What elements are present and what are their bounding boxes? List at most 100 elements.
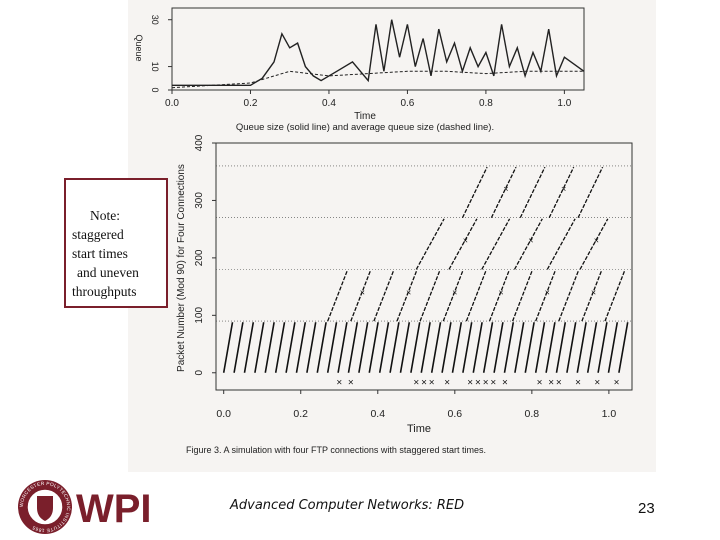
connection-1-segment bbox=[441, 322, 452, 373]
connection-4-segment bbox=[519, 166, 546, 218]
connection-1-segment bbox=[545, 322, 556, 373]
queue-series-queue-size-line bbox=[172, 19, 585, 87]
connection-1-segment bbox=[399, 322, 411, 373]
packet-y-tick-label: 300 bbox=[194, 192, 205, 209]
connection-2-segment bbox=[373, 270, 395, 322]
packet-chart-ylabel: Packet Number (Mod 90) for Four Connecti… bbox=[176, 164, 187, 372]
packet-drop-mark: × bbox=[614, 377, 620, 388]
connection-2-mark: × bbox=[360, 287, 365, 297]
connection-1-segment bbox=[337, 322, 348, 373]
connection-1-segment bbox=[295, 322, 307, 373]
connection-1-segment bbox=[254, 322, 265, 373]
note-line-1: Note: bbox=[90, 208, 120, 223]
connection-1-segment bbox=[347, 322, 359, 373]
queue-chart-xlabel: Time bbox=[354, 111, 376, 122]
packet-y-tick-label: 0 bbox=[194, 370, 205, 376]
packet-x-tick-label: 0.6 bbox=[448, 408, 463, 420]
connection-3-segment bbox=[546, 218, 576, 270]
packet-drop-mark: × bbox=[502, 377, 508, 388]
packet-drop-mark: × bbox=[429, 377, 435, 388]
packet-chart-xlabel: Time bbox=[407, 423, 431, 435]
wpi-logo: WORCESTER POLYTECHNIC INSTITUTE 1865 WPI bbox=[18, 480, 152, 534]
connection-1-segment bbox=[472, 322, 483, 373]
connection-3-mark: × bbox=[463, 236, 468, 246]
connection-1-segment bbox=[326, 322, 338, 373]
connection-1-segment bbox=[451, 322, 463, 373]
connection-2-segment bbox=[465, 270, 487, 322]
connection-2-segment bbox=[350, 270, 372, 322]
queue-series-average-queue-line bbox=[171, 70, 584, 89]
connection-1-segment bbox=[358, 322, 369, 373]
connection-2-mark: × bbox=[545, 287, 550, 297]
connection-4-mark: × bbox=[503, 184, 508, 194]
connection-1-segment bbox=[555, 322, 567, 373]
queue-x-tick-label: 0.4 bbox=[322, 98, 336, 109]
connection-2-segment bbox=[327, 270, 348, 322]
connection-3-segment bbox=[579, 218, 609, 270]
connection-2-segment bbox=[511, 270, 533, 322]
note-line-3: start times bbox=[72, 246, 128, 261]
connection-2-segment bbox=[396, 270, 418, 322]
queue-chart-caption: Queue size (solid line) and average queu… bbox=[236, 122, 494, 133]
connection-1-segment bbox=[566, 322, 577, 373]
packet-chart-caption: Figure 3. A simulation with four FTP con… bbox=[186, 445, 486, 455]
note-line-4: and uneven bbox=[77, 265, 139, 280]
connection-4-segment bbox=[461, 166, 488, 218]
connection-2-segment bbox=[558, 270, 580, 322]
packet-drop-mark: × bbox=[413, 377, 419, 388]
connection-1-segment bbox=[534, 322, 546, 373]
connection-1-segment bbox=[420, 322, 431, 373]
connection-1-segment bbox=[503, 322, 515, 373]
connection-2-segment bbox=[488, 270, 510, 322]
packet-drop-mark: × bbox=[421, 377, 427, 388]
connection-1-segment bbox=[410, 322, 421, 373]
note-line-5: throughputs bbox=[72, 284, 137, 299]
connection-2-mark: × bbox=[498, 287, 503, 297]
connection-4-segment bbox=[548, 166, 575, 218]
connection-2-segment bbox=[581, 270, 603, 322]
packet-drop-mark: × bbox=[348, 377, 354, 388]
connection-2-mark: × bbox=[406, 287, 411, 297]
note-box: Note: staggered start times and uneven t… bbox=[64, 178, 168, 308]
queue-x-tick-label: 0.8 bbox=[479, 98, 493, 109]
packet-drop-mark: × bbox=[556, 377, 562, 388]
packet-y-tick-label: 400 bbox=[194, 134, 205, 151]
queue-y-tick-label: 10 bbox=[150, 62, 160, 72]
connection-1-segment bbox=[597, 322, 608, 373]
connection-1-segment bbox=[233, 322, 244, 373]
connection-1-segment bbox=[378, 322, 390, 373]
connection-2-mark: × bbox=[591, 287, 596, 297]
connection-1-segment bbox=[607, 322, 619, 373]
footer-title: Advanced Computer Networks: RED bbox=[230, 498, 465, 513]
connection-1-segment bbox=[482, 322, 494, 373]
connection-1-segment bbox=[462, 322, 473, 373]
wpi-logo-text: WPI bbox=[76, 487, 152, 531]
connection-2-segment bbox=[419, 270, 441, 322]
queue-x-tick-label: 0.2 bbox=[244, 98, 258, 109]
connection-1-segment bbox=[274, 322, 286, 373]
connection-1-segment bbox=[586, 322, 598, 373]
queue-chart-ylabel: Queue bbox=[134, 34, 144, 61]
packet-drop-mark: × bbox=[575, 377, 581, 388]
packet-drop-mark: × bbox=[475, 377, 481, 388]
connection-1-segment bbox=[493, 322, 504, 373]
queue-y-tick-label: 30 bbox=[150, 15, 160, 25]
queue-x-tick-label: 1.0 bbox=[557, 98, 571, 109]
connection-3-segment bbox=[448, 218, 478, 270]
connection-1-segment bbox=[576, 322, 587, 373]
connection-1-segment bbox=[430, 322, 442, 373]
connection-1-segment bbox=[368, 322, 379, 373]
packet-chart-frame bbox=[215, 142, 633, 391]
connection-3-mark: × bbox=[528, 236, 533, 246]
note-line-2: staggered bbox=[72, 227, 124, 242]
connection-4-segment bbox=[577, 166, 604, 218]
packet-drop-mark: × bbox=[336, 377, 342, 388]
connection-1-segment bbox=[316, 322, 327, 373]
packet-drop-mark: × bbox=[548, 377, 554, 388]
packet-x-tick-label: 0.8 bbox=[525, 408, 540, 420]
connection-2-segment bbox=[442, 270, 464, 322]
queue-y-tick-label: 0 bbox=[150, 87, 160, 92]
connection-3-segment bbox=[481, 218, 511, 270]
connection-2-segment bbox=[604, 270, 626, 322]
